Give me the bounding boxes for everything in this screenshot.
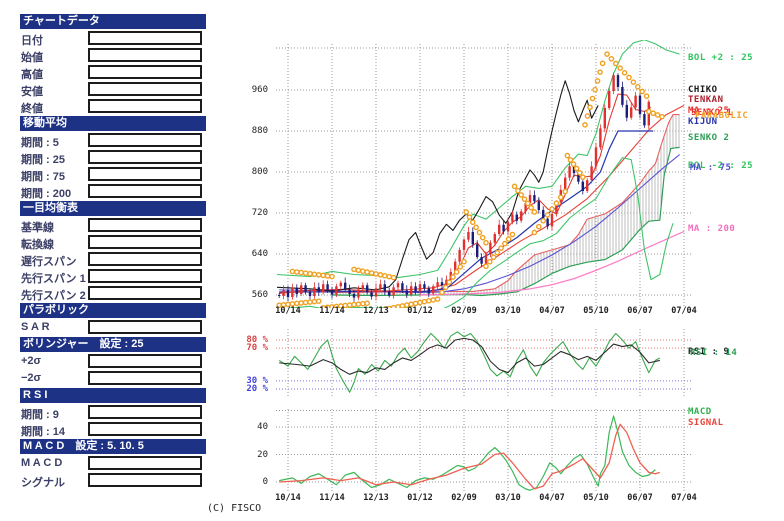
field-label: +2σ — [21, 355, 42, 367]
field-value-box[interactable] — [88, 320, 202, 334]
field-value-box[interactable] — [88, 167, 202, 181]
sidebar-section-header: パラボリック — [20, 303, 206, 318]
sidebar-field-row: 期間 : 75 — [20, 166, 206, 183]
sidebar-field-row: 安値 — [20, 81, 206, 98]
sidebar-field-row: 先行スパン 1 — [20, 268, 206, 285]
sidebar-field-row: 始値 — [20, 47, 206, 64]
sidebar-field-row: 期間 : 9 — [20, 404, 206, 421]
sidebar-section-header: ボリンジャー 設定 : 25 — [20, 337, 206, 352]
field-label: 期間 : 25 — [21, 154, 66, 166]
field-value-box[interactable] — [88, 218, 202, 232]
field-label: 遅行スパン — [21, 256, 77, 268]
sidebar-field-row: 日付 — [20, 30, 206, 47]
field-label: S A R — [21, 321, 50, 333]
field-value-box[interactable] — [88, 354, 202, 368]
field-value-box[interactable] — [88, 269, 202, 283]
field-label: 日付 — [21, 35, 43, 47]
field-label: 期間 : 5 — [21, 137, 59, 149]
sidebar-field-row: 高値 — [20, 64, 206, 81]
sidebar-section-header: M A C D 設定 : 5. 10. 5 — [20, 439, 206, 454]
sidebar-field-row: 基準線 — [20, 217, 206, 234]
sidebar-field-row: 期間 : 14 — [20, 421, 206, 438]
sidebar-field-row: 期間 : 25 — [20, 149, 206, 166]
field-value-box[interactable] — [88, 184, 202, 198]
sidebar-section-header: チャートデータ — [20, 14, 206, 29]
sidebar-field-row: 遅行スパン — [20, 251, 206, 268]
sidebar-section-header: R S I — [20, 388, 206, 403]
field-value-box[interactable] — [88, 133, 202, 147]
field-label: 始値 — [21, 52, 43, 64]
sidebar-section-header: 移動平均 — [20, 116, 206, 131]
sidebar-field-row: −2σ — [20, 370, 206, 387]
sidebar-field-row: M A C D — [20, 455, 206, 472]
field-value-box[interactable] — [88, 371, 202, 385]
field-value-box[interactable] — [88, 31, 202, 45]
sidebar-field-row: 期間 : 200 — [20, 183, 206, 200]
field-label: 終値 — [21, 103, 43, 115]
field-label: −2σ — [21, 372, 42, 384]
field-value-box[interactable] — [88, 473, 202, 487]
field-value-box[interactable] — [88, 456, 202, 470]
field-label: 先行スパン 1 — [21, 273, 86, 285]
field-value-box[interactable] — [88, 405, 202, 419]
field-value-box[interactable] — [88, 48, 202, 62]
field-label: 期間 : 14 — [21, 426, 66, 438]
field-value-box[interactable] — [88, 150, 202, 164]
field-value-box[interactable] — [88, 422, 202, 436]
field-label: シグナル — [21, 477, 65, 489]
field-value-box[interactable] — [88, 286, 202, 300]
field-label: 安値 — [21, 86, 43, 98]
field-label: M A C D — [21, 457, 63, 469]
field-label: 先行スパン 2 — [21, 290, 86, 302]
field-value-box[interactable] — [88, 99, 202, 113]
copyright-text: (C) FISCO — [207, 503, 262, 514]
field-label: 期間 : 75 — [21, 171, 66, 183]
sidebar-field-row: 転換線 — [20, 234, 206, 251]
sidebar-field-row: 期間 : 5 — [20, 132, 206, 149]
field-value-box[interactable] — [88, 235, 202, 249]
field-value-box[interactable] — [88, 252, 202, 266]
field-value-box[interactable] — [88, 82, 202, 96]
sidebar-field-row: S A R — [20, 319, 206, 336]
sidebar-field-row: 先行スパン 2 — [20, 285, 206, 302]
field-label: 高値 — [21, 69, 43, 81]
sidebar-field-row: 終値 — [20, 98, 206, 115]
sidebar: チャートデータ 日付始値高値安値終値 移動平均期間 : 5 期間 : 25 期間 : 7… — [20, 13, 206, 489]
field-label: 転換線 — [21, 239, 54, 251]
sidebar-section-header: 一目均衡表 — [20, 201, 206, 216]
field-label: 期間 : 200 — [21, 188, 72, 200]
sidebar-field-row: +2σ — [20, 353, 206, 370]
sidebar-field-row: シグナル — [20, 472, 206, 489]
field-label: 期間 : 9 — [21, 409, 59, 421]
field-value-box[interactable] — [88, 65, 202, 79]
field-label: 基準線 — [21, 222, 54, 234]
